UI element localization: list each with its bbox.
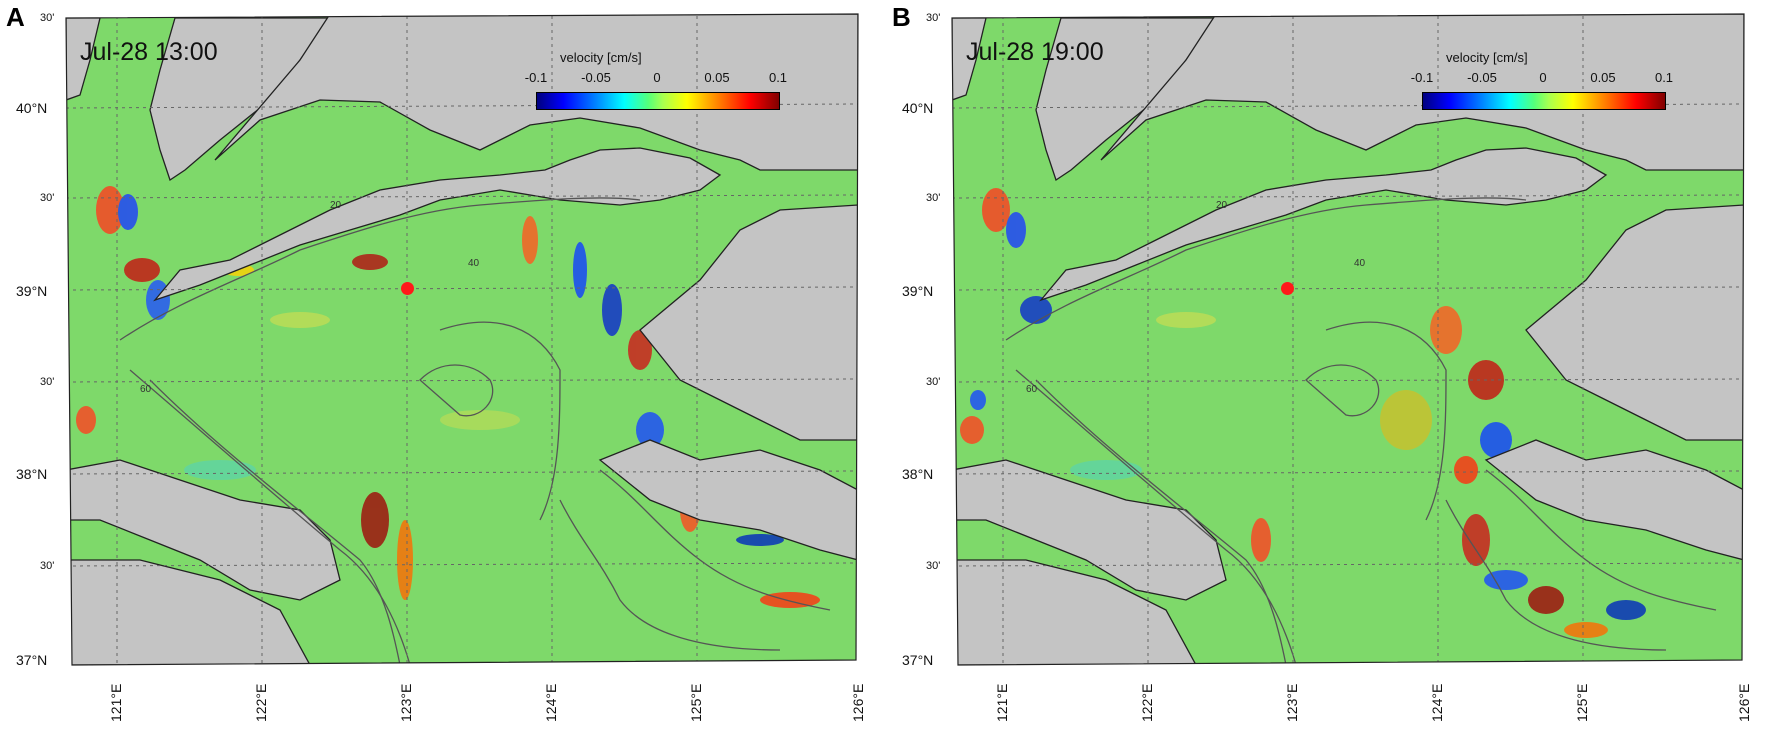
- colorbar-tick: 0: [1539, 70, 1547, 85]
- lon-label: 123°E: [398, 683, 414, 722]
- lon-label: 124°E: [543, 683, 559, 722]
- panel-letter: B: [892, 2, 911, 32]
- contour-label: 40: [468, 258, 480, 269]
- lon-label: 126°E: [850, 683, 866, 722]
- lon-label: 125°E: [688, 683, 704, 722]
- timestamp-label: Jul-28 13:00: [80, 38, 218, 66]
- depth-contours: [1005, 197, 1717, 665]
- lat-label: 30': [926, 560, 941, 572]
- lat-label: 38°N: [902, 466, 934, 482]
- lat-label: 30': [926, 192, 941, 204]
- station-marker: [1281, 282, 1294, 295]
- colorbar-tick: 0: [653, 70, 661, 85]
- lat-label: 40°N: [16, 100, 48, 116]
- station-marker: [401, 282, 414, 295]
- contour-label: 60: [1026, 384, 1038, 395]
- lat-label: 30': [926, 376, 941, 388]
- contour-label: 40: [1354, 258, 1366, 269]
- colorbar-tick: -0.1: [524, 70, 548, 85]
- colorbar-tick: 0.05: [704, 70, 730, 85]
- lat-label: 30': [40, 560, 55, 572]
- lon-label: 124°E: [1429, 683, 1445, 722]
- colorbar-tick: 0.1: [1654, 70, 1674, 85]
- colorbar-tick: -0.1: [1410, 70, 1434, 85]
- colorbar-tick: -0.05: [581, 70, 611, 85]
- depth-contours: [119, 197, 831, 665]
- colorbar-tick: -0.05: [1467, 70, 1497, 85]
- lat-label: 37°N: [16, 652, 48, 668]
- colorbar-title: velocity [cm/s]: [1446, 50, 1528, 65]
- lat-label: 37°N: [902, 652, 934, 668]
- lon-label: 123°E: [1284, 683, 1300, 722]
- lat-label: 40°N: [902, 100, 934, 116]
- lon-label: 122°E: [1139, 683, 1155, 722]
- colorbar: [1422, 92, 1666, 110]
- lon-label: 125°E: [1574, 683, 1590, 722]
- lat-label: 30': [926, 12, 941, 24]
- lon-label: 121°E: [994, 683, 1010, 722]
- panel-letter: A: [6, 2, 25, 32]
- lat-label: 30': [40, 192, 55, 204]
- lon-label: 126°E: [1736, 683, 1752, 722]
- contour-label: 20: [330, 200, 342, 211]
- map-panel-b: B Jul-28 19:00 velocity [cm/s] -0.1 -0.0…: [886, 0, 1772, 730]
- lat-label: 30': [40, 376, 55, 388]
- colorbar: [536, 92, 780, 110]
- timestamp-label: Jul-28 19:00: [966, 38, 1104, 66]
- colorbar-title: velocity [cm/s]: [560, 50, 642, 65]
- lon-label: 121°E: [108, 683, 124, 722]
- contour-label: 60: [140, 384, 152, 395]
- colorbar-tick: 0.05: [1590, 70, 1616, 85]
- map-panel-a: A Jul-28 13:00 velocity [cm/s] -0.1 -0.0…: [6, 2, 866, 722]
- lat-label: 30': [40, 12, 55, 24]
- lon-label: 122°E: [253, 683, 269, 722]
- contour-label: 20: [1216, 200, 1228, 211]
- map-canvas: [951, 13, 1745, 666]
- colorbar-tick: 0.1: [768, 70, 788, 85]
- lat-label: 39°N: [16, 283, 48, 299]
- lat-label: 38°N: [16, 466, 48, 482]
- lat-label: 39°N: [902, 283, 934, 299]
